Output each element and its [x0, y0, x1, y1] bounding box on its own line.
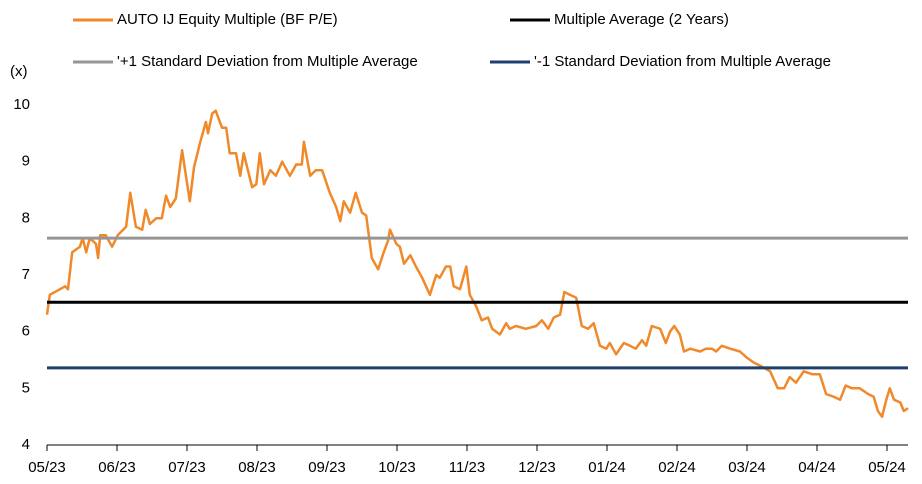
- series-line: [45, 109, 909, 418]
- y-tick-label: 9: [22, 153, 30, 170]
- x-tick-label: 05/23: [28, 459, 66, 476]
- y-tick-label: 10: [13, 96, 30, 113]
- y-tick-label: 6: [22, 323, 30, 340]
- x-tick-label: 06/23: [98, 459, 136, 476]
- x-tick-label: 01/24: [588, 459, 626, 476]
- x-tick-label: 08/23: [238, 459, 276, 476]
- legend-label: '+1 Standard Deviation from Multiple Ave…: [117, 53, 418, 70]
- x-tick-label: 11/23: [449, 459, 485, 476]
- y-tick-label: 4: [22, 436, 30, 453]
- y-tick-label: 7: [22, 266, 30, 283]
- x-tick-label: 07/23: [168, 459, 206, 476]
- x-tick-label: 10/23: [378, 459, 416, 476]
- x-tick-label: 04/24: [798, 459, 836, 476]
- legend-label: Multiple Average (2 Years): [554, 11, 729, 28]
- y-axis-label: (x): [10, 63, 28, 80]
- x-tick-label: 02/24: [658, 459, 696, 476]
- x-tick-label: 03/24: [728, 459, 766, 476]
- y-tick-label: 8: [22, 209, 30, 226]
- x-tick-label: 12/23: [518, 459, 556, 476]
- x-tick-label: 05/24: [868, 459, 906, 476]
- legend-label: '-1 Standard Deviation from Multiple Ave…: [534, 53, 831, 70]
- x-tick-label: 09/23: [308, 459, 346, 476]
- legend-label: AUTO IJ Equity Multiple (BF P/E): [117, 11, 338, 28]
- y-tick-label: 5: [22, 379, 30, 396]
